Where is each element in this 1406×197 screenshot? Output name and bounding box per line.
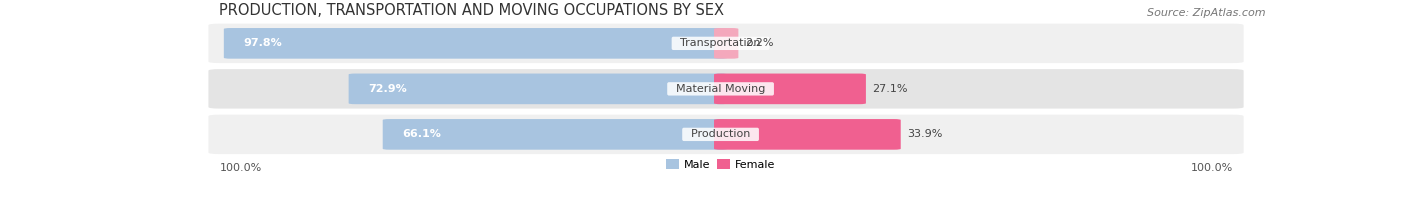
Text: Production: Production: [683, 129, 758, 139]
Text: 2.2%: 2.2%: [745, 38, 773, 48]
Text: 66.1%: 66.1%: [402, 129, 441, 139]
FancyBboxPatch shape: [714, 28, 738, 59]
FancyBboxPatch shape: [208, 115, 1244, 154]
Text: Material Moving: Material Moving: [669, 84, 772, 94]
Text: PRODUCTION, TRANSPORTATION AND MOVING OCCUPATIONS BY SEX: PRODUCTION, TRANSPORTATION AND MOVING OC…: [219, 3, 724, 18]
Text: Source: ZipAtlas.com: Source: ZipAtlas.com: [1147, 7, 1265, 18]
Text: 27.1%: 27.1%: [873, 84, 908, 94]
Text: Transportation: Transportation: [673, 38, 768, 48]
Legend: Male, Female: Male, Female: [666, 159, 775, 170]
FancyBboxPatch shape: [714, 119, 901, 150]
Text: 33.9%: 33.9%: [907, 129, 942, 139]
FancyBboxPatch shape: [224, 28, 727, 59]
Text: 72.9%: 72.9%: [368, 84, 406, 94]
FancyBboxPatch shape: [382, 119, 727, 150]
Text: 97.8%: 97.8%: [243, 38, 283, 48]
FancyBboxPatch shape: [714, 73, 866, 104]
FancyBboxPatch shape: [208, 24, 1244, 63]
FancyBboxPatch shape: [349, 73, 727, 104]
FancyBboxPatch shape: [208, 69, 1244, 109]
Text: 100.0%: 100.0%: [1191, 163, 1233, 173]
Text: 100.0%: 100.0%: [219, 163, 262, 173]
